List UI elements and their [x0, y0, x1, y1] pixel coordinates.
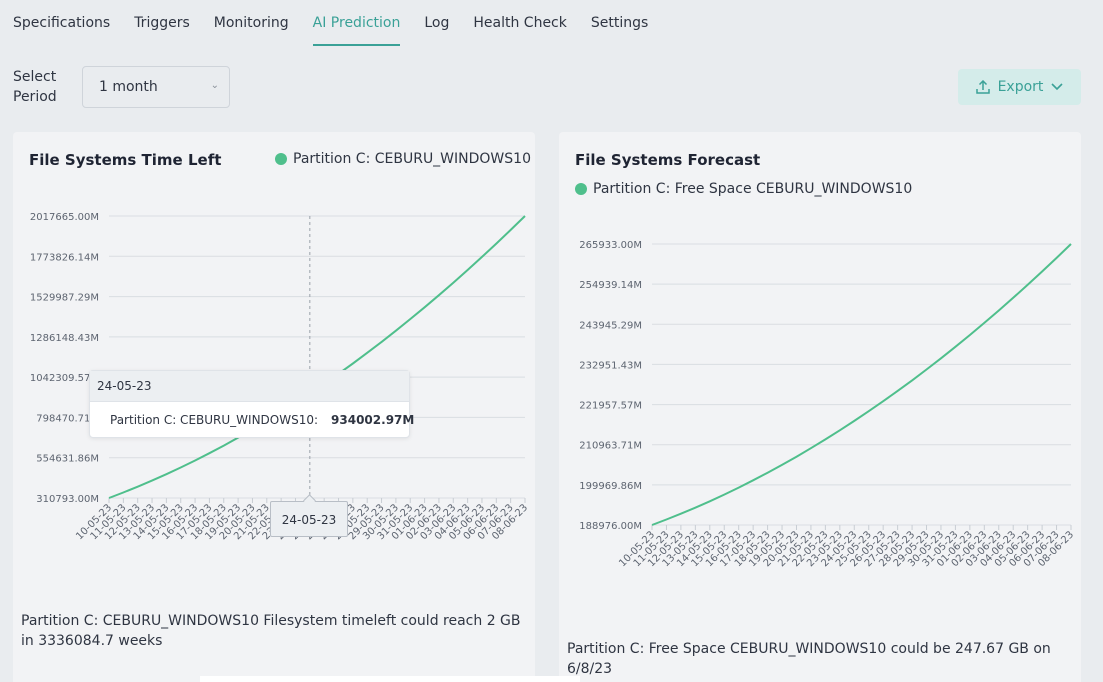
- tab-ai-prediction[interactable]: AI Prediction: [312, 0, 400, 46]
- y-tick-label: 199969.86M: [579, 481, 642, 492]
- tab-specifications[interactable]: Specifications: [13, 15, 111, 31]
- series-line: [108, 215, 526, 499]
- forecast-chart[interactable]: 188976.00M 199969.86M 210963.71M 221957.57M…: [559, 132, 1081, 602]
- y-tick-label: 554631.86M: [36, 454, 99, 465]
- tooltip-date: 24-05-23: [90, 371, 409, 402]
- select-period-label: Select Period: [13, 69, 57, 105]
- tab-settings[interactable]: Settings: [590, 15, 649, 31]
- x-axis-tooltip: 24-05-23: [270, 501, 348, 537]
- scroll-shadow: [200, 676, 580, 682]
- period-select-value: 1 month: [99, 79, 158, 95]
- tab-monitoring[interactable]: Monitoring: [213, 15, 289, 31]
- tooltip-row: Partition C: CEBURU_WINDOWS10: 934002.97…: [90, 402, 414, 427]
- y-tick-label: 1042309.57M: [30, 373, 99, 384]
- legend-label: Partition C: Free Space CEBURU_WINDOWS10: [593, 181, 913, 197]
- time-left-title: File Systems Time Left: [29, 151, 222, 169]
- forecast-legend[interactable]: Partition C: Free Space CEBURU_WINDOWS10: [575, 181, 912, 197]
- y-tick-label: 210963.71M: [579, 441, 642, 452]
- forecast-summary: Partition C: Free Space CEBURU_WINDOWS10…: [567, 641, 1051, 677]
- period-select[interactable]: 1 month ⌄: [82, 66, 230, 108]
- export-button[interactable]: Export: [958, 69, 1081, 105]
- chevron-down-icon: ⌄: [210, 80, 219, 91]
- y-tick-label: 1529987.29M: [30, 293, 99, 304]
- tab-bar: Specifications Triggers Monitoring AI Predi…: [13, 0, 672, 46]
- y-tick-label: 798470.71M: [36, 413, 99, 424]
- tab-log[interactable]: Log: [424, 15, 450, 31]
- chevron-down-icon: [1051, 83, 1063, 91]
- y-tick-label: 2017665.00M: [30, 212, 99, 223]
- y-tick-label: 265933.00M: [579, 240, 642, 251]
- y-tick-label: 1286148.43M: [30, 333, 99, 344]
- y-tick-label: 221957.57M: [579, 401, 642, 412]
- legend-dot: [275, 153, 287, 165]
- chart-tooltip: 24-05-23 Partition C: CEBURU_WINDOWS10: …: [89, 370, 414, 438]
- y-tick-label: 188976.00M: [579, 521, 642, 532]
- export-label: Export: [997, 79, 1044, 95]
- tooltip-series: Partition C: CEBURU_WINDOWS10:: [110, 413, 319, 427]
- time-left-summary: Partition C: CEBURU_WINDOWS10 Filesystem…: [21, 613, 521, 649]
- time-left-legend[interactable]: Partition C: CEBURU_WINDOWS10: [275, 151, 531, 167]
- tooltip-value: 934002.97M: [331, 413, 415, 427]
- y-tick-label: 243945.29M: [579, 320, 642, 331]
- series-line: [651, 243, 1072, 526]
- y-tick-label: 310793.00M: [36, 494, 99, 505]
- upload-icon: [975, 80, 990, 94]
- legend-label: Partition C: CEBURU_WINDOWS10: [293, 151, 531, 167]
- y-tick-label: 1773826.14M: [30, 252, 99, 263]
- legend-dot: [575, 183, 587, 195]
- tab-health-check[interactable]: Health Check: [473, 15, 567, 31]
- y-tick-label: 254939.14M: [579, 280, 642, 291]
- y-tick-label: 232951.43M: [579, 360, 642, 371]
- tab-triggers[interactable]: Triggers: [134, 15, 190, 31]
- forecast-card: File Systems Forecast Partition C: Free …: [559, 132, 1081, 682]
- forecast-title: File Systems Forecast: [575, 151, 761, 169]
